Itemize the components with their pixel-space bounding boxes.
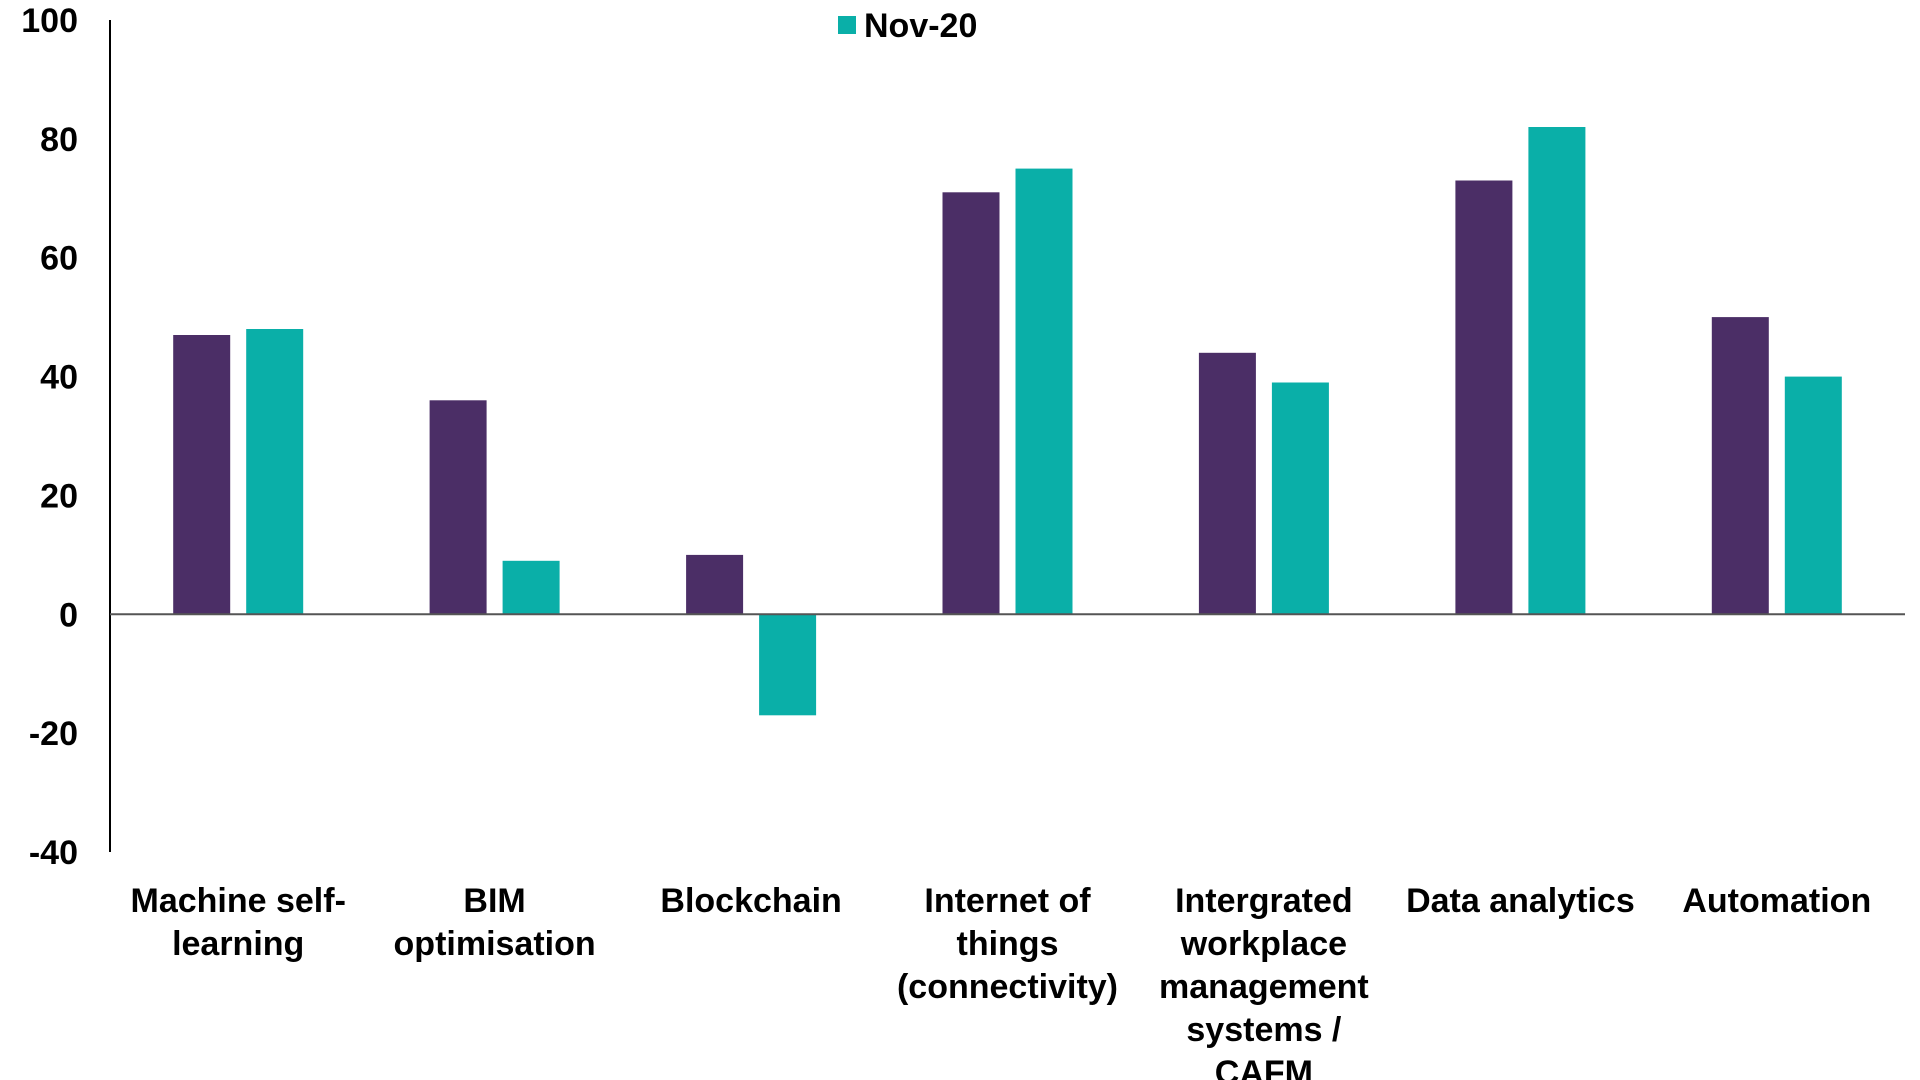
y-tick-label: 80 [40, 121, 78, 159]
bars [173, 127, 1842, 716]
x-category-label: Data analytics [1406, 882, 1635, 920]
x-category-label-line: BIM [463, 882, 525, 920]
x-category-label-line: management [1159, 968, 1369, 1006]
y-tick-label: 20 [40, 477, 78, 515]
legend: Nov-20 [838, 7, 977, 45]
y-tick-label: -40 [29, 834, 78, 872]
x-category-label: Intergrated workplace management systems / C… [1159, 882, 1369, 1080]
x-category-label: Blockchain [660, 882, 841, 920]
bar-series2-2 [502, 560, 560, 615]
x-category-label-line: learning [172, 925, 304, 963]
y-tick-label: 0 [59, 596, 78, 634]
x-category-label-line: Data analytics [1406, 882, 1635, 920]
x-category-label: BIM optimisation [394, 882, 596, 963]
axes [109, 20, 1905, 852]
x-category-label: Internet of things (connectivity) [897, 882, 1118, 1006]
y-axis-ticks: 100 80 60 40 20 0 -20 -40 [21, 2, 78, 872]
x-category-label-line: Automation [1682, 882, 1871, 920]
bar-series2-1 [246, 329, 304, 615]
y-tick-label: 100 [21, 2, 78, 40]
x-category-label: Automation [1682, 882, 1871, 920]
x-category-label-line: CAFM [1215, 1054, 1313, 1080]
bar-series1-1 [173, 335, 231, 615]
bar-series1-2 [429, 400, 487, 615]
bar-series2-3 [759, 614, 817, 716]
bar-series1-7 [1711, 317, 1769, 615]
x-category-label-line: systems / [1186, 1011, 1342, 1049]
y-tick-label: 40 [40, 359, 78, 397]
x-category-label-line: Internet of [924, 882, 1091, 920]
x-category-label-line: Machine self- [131, 882, 346, 920]
x-category-label-line: Intergrated [1175, 882, 1353, 920]
bar-series2-6 [1528, 127, 1586, 615]
x-category-label-line: things [957, 925, 1059, 963]
legend-label: Nov-20 [864, 7, 977, 45]
bar-series2-5 [1271, 382, 1329, 615]
bar-series1-6 [1455, 180, 1513, 615]
bar-series2-4 [1015, 168, 1073, 615]
legend-swatch [838, 16, 856, 34]
x-category-label-line: optimisation [394, 925, 596, 963]
x-category-label-line: workplace [1180, 925, 1347, 963]
bar-series2-7 [1784, 376, 1842, 615]
y-tick-label: -20 [29, 715, 78, 753]
x-category-label-line: Blockchain [660, 882, 841, 920]
bar-series1-5 [1198, 352, 1256, 615]
x-category-label: Machine self-learning [131, 882, 346, 963]
x-axis-labels: Machine self-learning BIM optimisation Bloc… [131, 882, 1872, 1080]
x-category-label-line: (connectivity) [897, 968, 1118, 1006]
bar-series1-4 [942, 192, 1000, 615]
y-tick-label: 60 [40, 240, 78, 278]
bar-series1-3 [686, 554, 744, 615]
